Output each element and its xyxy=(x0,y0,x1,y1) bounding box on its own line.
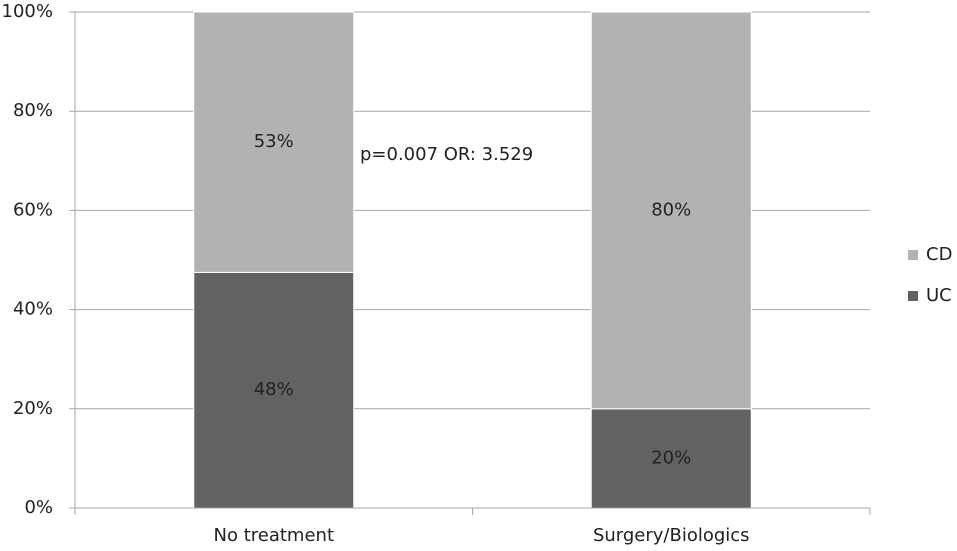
value-label: 20% xyxy=(651,447,691,468)
value-label: 53% xyxy=(254,131,294,152)
x-tick-label: No treatment xyxy=(214,525,335,546)
value-label: 80% xyxy=(651,199,691,220)
y-tick-label: 20% xyxy=(13,398,53,419)
y-tick-label: 100% xyxy=(2,1,53,22)
legend-label: UC xyxy=(926,285,952,306)
bar-segment xyxy=(590,11,752,410)
value-label: 48% xyxy=(254,379,294,400)
y-tick-label: 40% xyxy=(13,299,53,320)
legend-label: CD xyxy=(926,244,952,265)
y-tick-label: 0% xyxy=(24,497,53,518)
legend-swatch xyxy=(908,250,918,260)
annotation: p=0.007 OR: 3.529 xyxy=(360,144,533,165)
y-tick-label: 80% xyxy=(13,100,53,121)
bar-segment xyxy=(193,11,355,273)
y-tick-label: 60% xyxy=(13,199,53,220)
x-tick-label: Surgery/Biologics xyxy=(593,525,750,546)
legend-swatch xyxy=(908,291,918,301)
